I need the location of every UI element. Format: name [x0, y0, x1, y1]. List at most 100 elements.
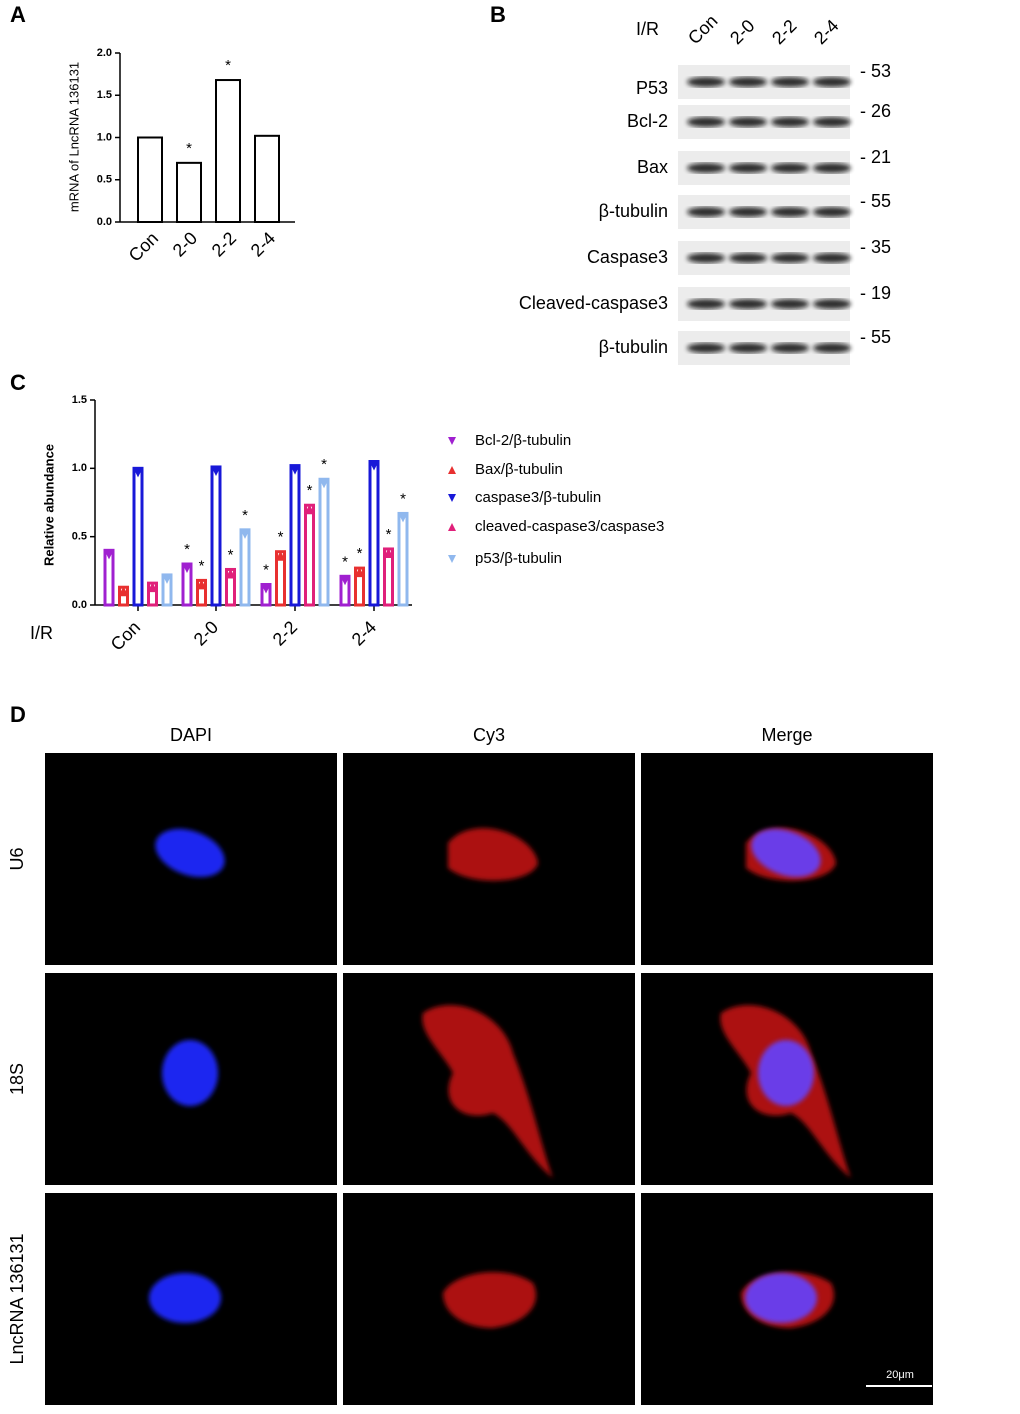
- y-tick-label: 1.5: [97, 89, 112, 101]
- blot-band: [729, 163, 767, 173]
- blot-row-label: β-tubulin: [599, 337, 668, 357]
- bar: [210, 465, 222, 607]
- blot-band: [771, 77, 809, 87]
- significance: *: [386, 526, 392, 543]
- blot-band: [687, 117, 725, 127]
- x-tick-label: 2-4: [348, 617, 381, 650]
- x-axis-label: I/R: [30, 623, 53, 643]
- bar-marker: [211, 465, 221, 476]
- bar-marker: [340, 575, 350, 586]
- significance: *: [186, 140, 192, 157]
- bar-marker: [162, 573, 172, 584]
- significance: *: [278, 529, 284, 546]
- blot-band: [687, 163, 725, 173]
- blot-band: [771, 117, 809, 127]
- significance: *: [184, 541, 190, 558]
- blot-row-label: Bax: [637, 157, 668, 177]
- blot-band: [729, 299, 767, 309]
- panel-letter: D: [10, 702, 26, 727]
- blot-kda: - 53: [860, 61, 891, 81]
- legend-label: p53/β-tubulin: [475, 550, 562, 567]
- bar-marker: [182, 563, 192, 573]
- blot-band: [729, 117, 767, 127]
- row-label: U6: [7, 847, 27, 870]
- bar-marker: [147, 582, 158, 593]
- bar: [254, 134, 280, 223]
- significance: *: [400, 490, 406, 507]
- blot-row-label: P53: [636, 78, 668, 98]
- bar-marker: [104, 549, 114, 560]
- blot-row-label: Cleaved-caspase3: [519, 293, 668, 313]
- x-tick-label: 2-4: [247, 228, 280, 261]
- blot-kda: - 21: [860, 147, 891, 167]
- bar: [239, 528, 251, 607]
- lane-label: Con: [684, 11, 721, 48]
- blot-band: [813, 207, 851, 217]
- y-tick-label: 0.5: [72, 531, 87, 543]
- legend-label: caspase3/β-tubulin: [475, 489, 601, 506]
- x-tick-label: 2-2: [269, 617, 302, 650]
- bar: [132, 466, 144, 607]
- significance: *: [307, 482, 313, 499]
- panel-letter: B: [490, 2, 506, 27]
- bar-marker: [369, 460, 379, 471]
- scale-bar-label: 20μm: [886, 1369, 914, 1381]
- significance: *: [263, 561, 269, 578]
- legend-marker: [448, 466, 456, 474]
- blot-group-label: I/R: [636, 19, 659, 39]
- column-header: Cy3: [473, 725, 505, 745]
- blot-band: [687, 207, 725, 217]
- bar-marker: [383, 547, 394, 558]
- blot-band: [813, 253, 851, 263]
- blot-band: [771, 343, 809, 353]
- legend-label: Bcl-2/β-tubulin: [475, 432, 571, 449]
- blot-band: [813, 77, 851, 87]
- cy3-signal: [448, 828, 538, 881]
- blot-row-label: Caspase3: [587, 247, 668, 267]
- column-header: Merge: [761, 725, 812, 745]
- y-tick-label: 1.5: [72, 394, 87, 406]
- micrograph: [343, 1193, 635, 1405]
- micrograph: [641, 1193, 933, 1405]
- y-tick-label: 0.0: [72, 599, 87, 611]
- x-tick-label: 2-2: [208, 228, 241, 261]
- lane-label: 2-4: [810, 16, 843, 49]
- blot-band: [813, 343, 851, 353]
- y-axis-label: Relative abundance: [41, 444, 56, 566]
- blot-band: [771, 253, 809, 263]
- bar-marker: [118, 586, 129, 597]
- bar: [289, 464, 301, 607]
- bar: [304, 503, 315, 607]
- dapi-nucleus: [149, 1273, 221, 1323]
- significance: *: [228, 546, 234, 563]
- dapi-nucleus: [758, 1040, 814, 1106]
- significance: *: [321, 456, 327, 473]
- blot-row-label: Bcl-2: [627, 111, 668, 131]
- blot-band: [813, 117, 851, 127]
- bar: [215, 79, 241, 224]
- blot-band: [771, 163, 809, 173]
- y-tick-label: 0.5: [97, 174, 112, 186]
- blot-kda: - 35: [860, 237, 891, 257]
- blot-band: [687, 299, 725, 309]
- micrograph: [343, 753, 635, 965]
- bar-marker: [354, 567, 365, 578]
- blot-band: [771, 207, 809, 217]
- cy3-signal: [422, 1005, 553, 1178]
- micrograph: [45, 973, 337, 1185]
- micrograph: [641, 973, 933, 1185]
- bar: [137, 136, 163, 223]
- bar-marker: [261, 583, 271, 594]
- bar: [368, 460, 380, 607]
- y-tick-label: 2.0: [97, 47, 112, 59]
- bar-marker: [398, 512, 408, 523]
- y-tick-label: 0.0: [97, 216, 112, 228]
- blot-kda: - 55: [860, 191, 891, 211]
- significance: *: [342, 553, 348, 570]
- bar-marker: [275, 550, 286, 561]
- blot-band: [729, 207, 767, 217]
- dapi-nucleus: [162, 1040, 218, 1106]
- blot-band: [687, 253, 725, 263]
- blot-kda: - 19: [860, 283, 891, 303]
- y-axis-label: mRNA of LncRNA 136131: [66, 62, 81, 212]
